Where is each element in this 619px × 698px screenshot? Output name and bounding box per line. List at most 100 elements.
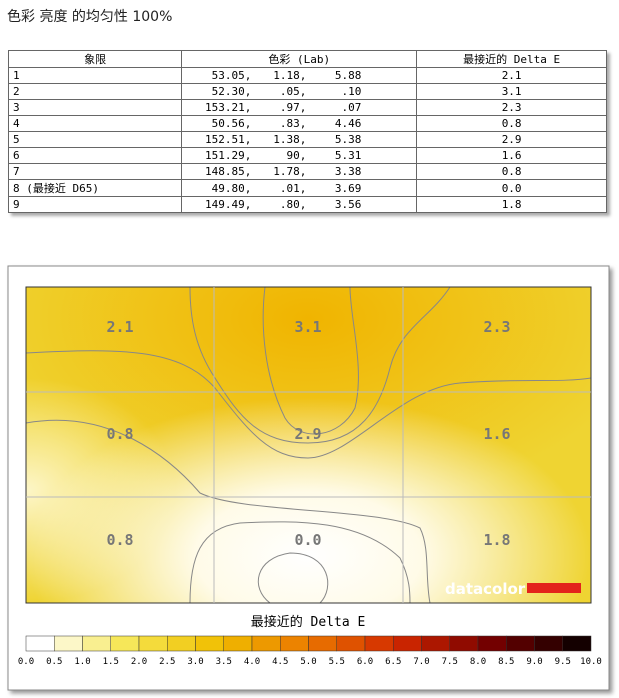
scale-tick-label: 2.0 [131,657,147,667]
lab-value: .01, [279,181,307,195]
lab-value: 52.30, [211,85,252,98]
quadrant: 2 [7,83,183,100]
lab-value: 3.38 [334,165,362,178]
lab-values: 151.29, 90, 5.31 [181,147,418,164]
delta-e: 0.0 [416,179,607,197]
scale-swatch [82,635,111,652]
scale-swatch [25,635,55,652]
delta-e: 3.1 [416,83,607,100]
scale-tick-label: 6.0 [357,657,373,667]
quadrant-delta-e: 1.6 [483,425,510,443]
scale-tick-label: 5.5 [329,657,345,667]
lab-value: 49.80, [211,181,252,195]
lab-values: 52.30, .05, .10 [181,83,418,100]
table-row: 5 152.51, 1.38, 5.38 2.9 [7,131,607,148]
scale-swatch [534,635,563,652]
table-row: 9 149.49, .80, 3.56 1.8 [7,196,607,213]
scale-swatch [54,635,83,652]
table-row: 4 50.56, .83, 4.46 0.8 [7,115,607,132]
quadrant-delta-e: 0.0 [294,531,321,549]
scale-tick-label: 8.5 [498,657,514,667]
scale-tick-label: 4.5 [272,657,288,667]
quadrant: 6 [7,147,183,164]
table-row: 2 52.30, .05, .10 3.1 [7,83,607,100]
lab-value: 1.18, [273,69,307,82]
quadrant: 5 [7,131,183,148]
scale-swatch [506,635,535,652]
delta-e: 2.3 [416,99,607,116]
lab-value: 153.21, [204,101,252,114]
scale-swatch [393,635,422,652]
lab-value: 1.78, [273,165,307,178]
lab-values: 153.21, .97, .07 [181,99,418,116]
table-row: 7 148.85, 1.78, 3.38 0.8 [7,163,607,180]
column-header: 象限 [7,50,183,68]
lab-value: .07 [341,101,362,114]
quadrant-delta-e: 1.8 [483,531,510,549]
scale-swatch [251,635,281,652]
heatmap-panel: datacolor 2.1 3.1 2.3 0.8 2.9 1.6 0.8 0.0 1.8 最接… [7,265,610,691]
scale-tick-label: 9.5 [555,657,571,667]
heatmap: datacolor [25,286,592,604]
lab-values: 53.05, 1.18, 5.88 [181,67,418,84]
lab-value: .10 [341,85,362,98]
lab-value: 53.05, [211,69,252,82]
quadrant-delta-e: 3.1 [294,318,321,336]
lab-value: 3.56 [334,198,362,211]
lab-values: 49.80, .01, 3.69 [181,179,418,197]
lab-value: .97, [279,101,307,114]
lab-values: 50.56, .83, 4.46 [181,115,418,132]
delta-e: 0.8 [416,163,607,180]
quadrant: 9 [7,196,183,213]
quadrant-delta-e: 2.9 [294,425,321,443]
table-row: 1 53.05, 1.18, 5.88 2.1 [7,67,607,84]
scale-swatch [562,635,592,652]
column-header: 最接近的 Delta E [416,50,607,68]
scale-swatch [110,635,140,652]
scale-tick-label: 0.5 [46,657,62,667]
quadrant: 4 [7,115,183,132]
title: 色彩 亮度 的均匀性 100% [7,9,173,25]
lab-value: 149.49, [204,198,252,211]
quadrant: 1 [7,67,183,84]
lab-values: 149.49, .80, 3.56 [181,196,418,213]
lab-value: 1.38, [273,133,307,146]
lab-value: 90, [286,149,307,162]
lab-values: 152.51, 1.38, 5.38 [181,131,418,148]
lab-value: 152.51, [204,133,252,146]
delta-e: 2.9 [416,131,607,148]
scale-swatch [138,635,168,652]
scale-tick-label: 9.0 [526,657,542,667]
quadrant-delta-e: 0.8 [106,425,133,443]
scale-tick-label: 1.5 [103,657,119,667]
scale-swatch [223,635,253,652]
table-row: 3 153.21, .97, .07 2.3 [7,99,607,116]
lab-value: 151.29, [204,149,252,162]
table-row: 6 151.29, 90, 5.31 1.6 [7,147,607,164]
scale-tick-label: 5.0 [300,657,316,667]
quadrant: 7 [7,163,183,180]
scale-swatch [364,635,394,652]
column-header: 色彩 (Lab) [181,50,418,68]
scale-swatch [421,635,450,652]
scale-tick-label: 0.0 [18,657,34,667]
scale-swatch [477,635,507,652]
scale-tick-label: 7.5 [442,657,458,667]
lab-value: 5.88 [334,69,362,82]
scale-tick-label: 4.0 [244,657,260,667]
scale-swatch [449,635,479,652]
scale-tick-label: 3.0 [187,657,203,667]
lab-value: .05, [279,85,307,98]
delta-e: 1.8 [416,196,607,213]
lab-table: 象限 色彩 (Lab) 最接近的 Delta E 1 53.05, 1.18, 5.88 2.… [7,50,607,213]
scale-swatch [195,635,224,652]
delta-e: 1.6 [416,147,607,164]
scale-tick-label: 8.0 [470,657,486,667]
scale-swatch [167,635,196,652]
scale-tick-label: 6.5 [385,657,401,667]
scale-swatch [280,635,309,652]
scale-swatch [336,635,366,652]
scale-tick-label: 1.0 [74,657,90,667]
lab-value: .83, [279,117,307,130]
